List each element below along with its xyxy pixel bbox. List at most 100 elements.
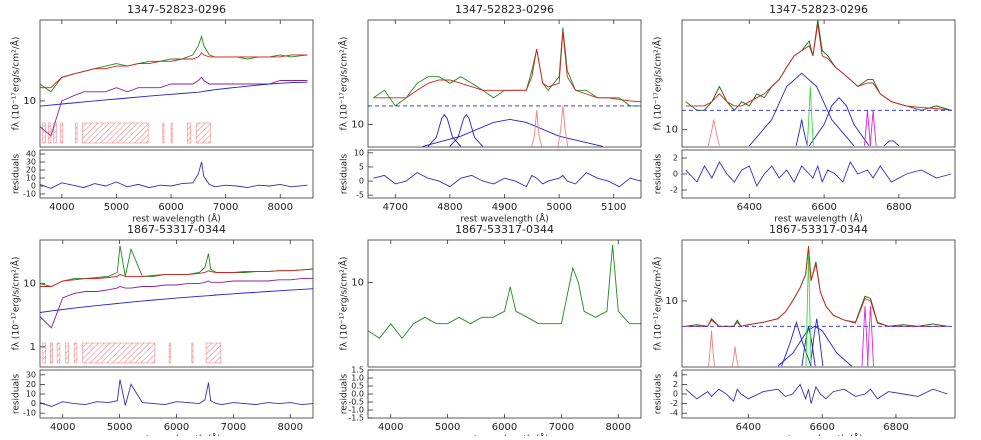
mask-region <box>75 122 78 144</box>
y-tick-label: 10 <box>354 148 364 157</box>
x-tick-label: 4700 <box>383 202 408 213</box>
mask-region <box>42 122 46 144</box>
spectrum-line <box>685 20 952 111</box>
spectrum-line <box>809 318 824 367</box>
y-tick-label: 40 <box>26 150 36 159</box>
plot-area <box>373 172 641 188</box>
plot-area <box>685 160 952 188</box>
y-axis-label: fλ (10⁻¹⁷erg/s/cm²/Å) <box>652 257 664 351</box>
y-tick-label: 1.5 <box>351 366 364 375</box>
axes-frame <box>39 239 314 368</box>
mask-region <box>82 342 156 364</box>
spectrum-line <box>731 346 739 367</box>
spectrum-line <box>373 27 641 107</box>
x-axis-label: rest wavelength (Å) <box>774 213 863 225</box>
mask-region <box>191 342 194 364</box>
panel-title: 1347-52823-0296 <box>455 3 554 16</box>
spectrum-line <box>40 76 308 137</box>
y-tick-label: 2 <box>673 380 678 389</box>
spectrum-line <box>685 247 948 327</box>
x-tick-label: 7000 <box>549 422 574 433</box>
y-tick-label: -2 <box>670 399 678 408</box>
spectrum-line <box>40 288 313 313</box>
plot-area <box>40 34 308 144</box>
spectrum-line <box>531 110 543 147</box>
panel-title: 1867-53317-0344 <box>769 223 868 236</box>
y-tick-label: 20 <box>26 380 36 389</box>
axes-frame <box>367 149 642 199</box>
x-tick-label: 8000 <box>606 422 631 433</box>
x-tick-label: 4800 <box>437 202 462 213</box>
spectrum-line <box>685 383 948 404</box>
x-tick-label: 8000 <box>278 422 303 433</box>
spectrum-line <box>883 140 900 147</box>
mask-region <box>60 122 64 144</box>
spectrum-line <box>795 119 808 146</box>
axes-frame <box>681 149 956 199</box>
mask-region <box>42 342 46 364</box>
mask-region <box>82 122 149 144</box>
spectrum-line <box>861 306 869 367</box>
x-tick-label: 6000 <box>164 422 189 433</box>
spectrum-line <box>40 379 313 407</box>
x-tick-label: 7000 <box>221 422 246 433</box>
y-tick-label: 10 <box>351 119 364 130</box>
plot-area <box>40 379 313 407</box>
x-tick-label: 5000 <box>435 422 460 433</box>
mask-region <box>187 122 191 144</box>
mask-region <box>65 342 69 364</box>
y-tick-label: 10 <box>665 296 678 307</box>
x-tick-label: 5100 <box>601 202 626 213</box>
spectrum-line <box>808 97 870 147</box>
y-tick-label: -1.0 <box>348 406 364 415</box>
axes-frame <box>681 369 956 419</box>
x-tick-label: 6400 <box>737 202 762 213</box>
x-tick-label: 6400 <box>736 422 761 433</box>
plot-area <box>685 383 948 404</box>
y-tick-label: -10 <box>23 409 36 418</box>
spectrum-line <box>707 119 720 146</box>
spectrum-line <box>748 72 855 147</box>
spectrum-line <box>368 244 641 340</box>
panel-title: 1347-52823-0296 <box>769 3 868 16</box>
y-axis-label: residuals <box>654 154 664 195</box>
spectrum-line <box>805 255 812 367</box>
spectrum-line <box>806 86 814 146</box>
axes-frame <box>39 19 314 148</box>
x-tick-label: 5000 <box>104 202 129 213</box>
spectrum-line <box>422 118 603 147</box>
spectrum-line <box>373 31 641 103</box>
y-tick-label: 10 <box>26 390 36 399</box>
x-tick-label: 6800 <box>883 422 908 433</box>
x-tick-label: 6000 <box>158 202 183 213</box>
plot-area <box>368 244 641 340</box>
spectrum-line <box>449 113 484 147</box>
y-tick-label: 5 <box>359 162 364 171</box>
y-tick-label: 0 <box>31 182 36 191</box>
panel-title: 1867-53317-0344 <box>127 223 226 236</box>
y-tick-label: -0.5 <box>348 398 364 407</box>
x-tick-label: 4000 <box>50 422 75 433</box>
mask-region <box>170 122 173 144</box>
plot-area <box>368 27 641 147</box>
axes-frame <box>681 239 956 368</box>
y-axis-label: residuals <box>340 374 350 415</box>
y-tick-label: 0 <box>31 399 36 408</box>
spectrum-line <box>777 325 852 367</box>
mask-region <box>49 342 53 364</box>
y-tick-label: 30 <box>26 370 36 379</box>
y-tick-label: 0 <box>673 390 678 399</box>
y-tick-label: 10 <box>351 278 364 289</box>
x-tick-label: 4000 <box>49 202 74 213</box>
x-axis-label: rest wavelength (Å) <box>460 213 549 225</box>
spectrum-line <box>869 110 877 146</box>
y-axis-label: fλ (10⁻¹⁷erg/s/cm²/Å) <box>10 257 22 351</box>
panel-title: 1867-53317-0344 <box>455 223 554 236</box>
x-axis-label: rest wavelength (Å) <box>132 213 221 225</box>
axes-frame <box>367 369 642 419</box>
axes-frame <box>39 369 314 419</box>
spectrum-line <box>864 110 871 146</box>
y-tick-label: 1 <box>30 342 36 353</box>
mask-region <box>56 342 61 364</box>
